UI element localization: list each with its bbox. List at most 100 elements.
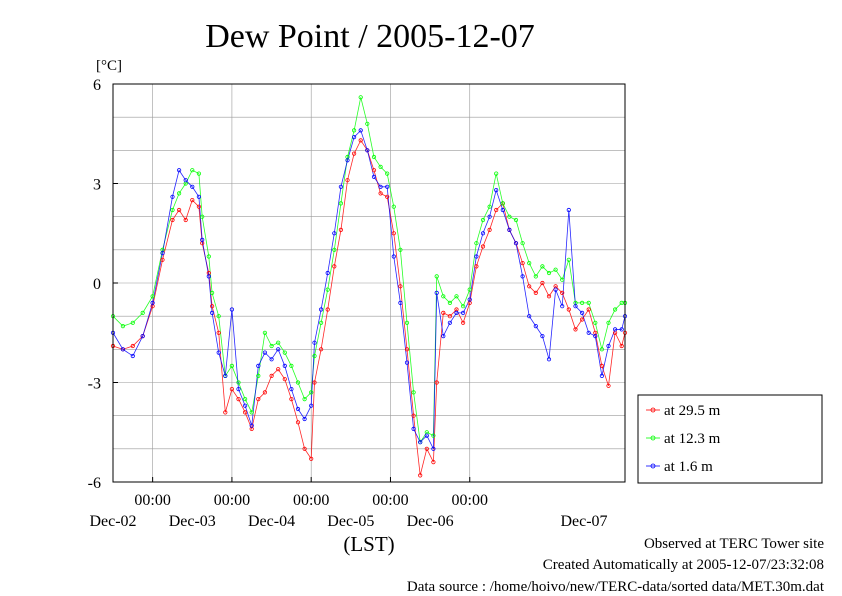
data-point: [196, 204, 201, 209]
data-point: [424, 446, 429, 451]
data-point: [295, 420, 301, 425]
y-tick-labels: 6 3 0 -3 -6: [88, 77, 118, 492]
series-lines: [112, 97, 626, 476]
legend-marker: [650, 463, 656, 469]
data-point: [262, 350, 267, 355]
data-point: [269, 343, 274, 349]
data-point: [196, 171, 201, 176]
data-point: [325, 307, 330, 312]
data-point: [160, 257, 165, 262]
data-point: [223, 373, 228, 378]
data-point: [309, 403, 314, 408]
data-point: [210, 304, 215, 309]
data-point: [332, 231, 337, 236]
data-point: [358, 95, 363, 100]
data-point: [243, 410, 248, 415]
data-point: [236, 396, 241, 402]
data-point: [325, 270, 330, 276]
x-tick-date-last: Dec-07: [560, 513, 607, 530]
data-point: [566, 257, 571, 262]
data-point: [507, 227, 512, 232]
data-point: [533, 290, 538, 295]
data-point: [540, 333, 545, 339]
data-point: [338, 201, 343, 206]
data-point: [120, 323, 126, 329]
data-point: [431, 433, 436, 438]
data-point: [385, 184, 390, 189]
data-point: [424, 433, 429, 438]
data-point: [249, 410, 254, 415]
x-tick-time: 00:00: [372, 492, 408, 509]
data-point: [312, 340, 317, 345]
data-point: [345, 178, 350, 183]
data-point: [200, 237, 205, 242]
data-point: [520, 241, 525, 246]
data-point: [351, 128, 357, 133]
data-point: [480, 244, 486, 249]
data-point: [593, 333, 598, 339]
data-point: [546, 294, 552, 299]
data-point: [467, 297, 472, 302]
legend-box: [637, 394, 823, 484]
data-point: [441, 310, 446, 315]
data-point: [599, 363, 605, 368]
data-point: [256, 363, 261, 368]
footer-created: Created Automatically at 2005-12-07/23:3…: [542, 557, 824, 573]
data-point: [487, 204, 492, 209]
data-point: [411, 413, 416, 418]
data-point: [533, 323, 538, 329]
data-point: [332, 264, 337, 269]
footer-source: Data source : /home/hoivo/new/TERC-data/…: [406, 579, 824, 595]
data-point: [560, 277, 565, 282]
series-line-1: [112, 97, 625, 444]
data-point: [338, 184, 343, 189]
data-point: [302, 396, 307, 402]
data-point: [579, 300, 585, 305]
data-point: [256, 396, 261, 402]
data-point: [150, 294, 155, 299]
data-point: [573, 304, 578, 309]
data-point: [546, 357, 552, 362]
data-point: [371, 154, 377, 160]
data-point: [566, 307, 571, 312]
legend-label: at 1.6 m: [664, 459, 713, 475]
data-point: [398, 247, 403, 252]
data-point: [289, 386, 294, 392]
legend-label: at 29.5 m: [664, 403, 721, 419]
data-point: [460, 320, 466, 325]
data-point: [494, 188, 499, 193]
data-point: [223, 410, 228, 415]
x-tick-date: Dec-04: [248, 513, 295, 530]
data-point: [533, 274, 538, 279]
data-point: [474, 241, 479, 246]
data-point: [276, 340, 281, 345]
data-point: [282, 377, 287, 382]
data-point: [579, 310, 585, 315]
data-point: [434, 380, 439, 385]
data-point: [309, 390, 314, 395]
data-point: [177, 207, 182, 213]
data-point: [391, 204, 396, 209]
data-point: [434, 290, 439, 295]
data-point: [507, 214, 512, 219]
data-point: [295, 380, 301, 385]
data-point: [269, 357, 274, 362]
data-point: [332, 247, 337, 252]
data-point: [441, 333, 446, 339]
data-point: [150, 300, 155, 305]
data-point: [599, 347, 605, 352]
data-point: [236, 386, 241, 392]
data-point: [262, 390, 267, 395]
data-point: [378, 184, 383, 189]
x-tick-date: Dec-03: [169, 513, 216, 530]
data-point: [586, 307, 591, 312]
data-point: [216, 314, 221, 319]
data-point: [411, 390, 416, 395]
data-point: [177, 168, 182, 173]
data-point: [216, 350, 221, 355]
data-point: [527, 314, 532, 319]
x-tick-time: 00:00: [452, 492, 488, 509]
legend-label: at 12.3 m: [664, 431, 721, 447]
data-point: [404, 360, 410, 365]
data-point: [480, 231, 486, 236]
